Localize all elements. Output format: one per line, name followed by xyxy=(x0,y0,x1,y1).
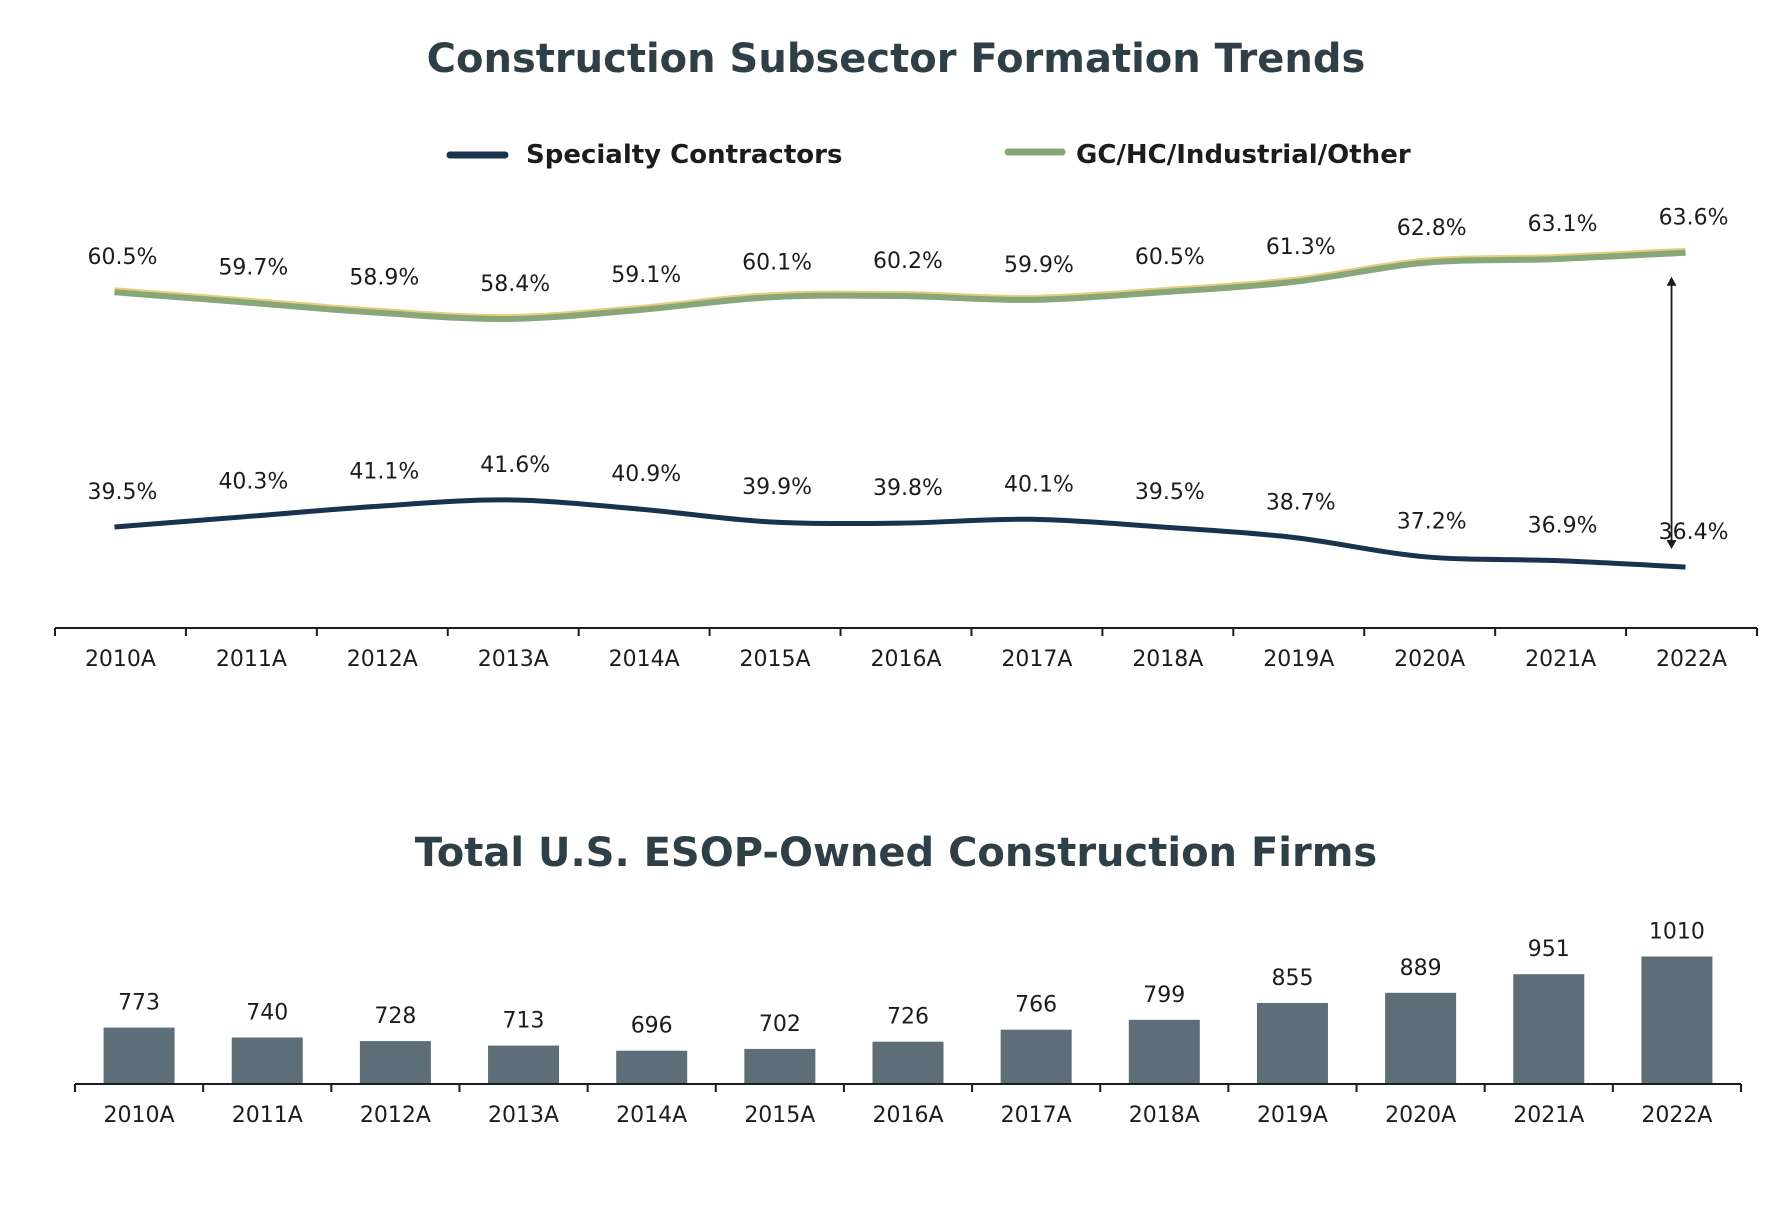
line-chart-x-tick-label: 2021A xyxy=(1525,647,1596,672)
line-chart-x-tick-label: 2018A xyxy=(1132,647,1203,672)
line-chart-x-tick-label: 2013A xyxy=(478,647,549,672)
bar-chart-title: Total U.S. ESOP-Owned Construction Firms xyxy=(415,830,1377,876)
data-label-specialty-contractors: 39.5% xyxy=(1135,480,1205,505)
bar-2013A xyxy=(488,1045,560,1084)
line-chart-x-tick-label: 2020A xyxy=(1394,647,1465,672)
bar-2019A xyxy=(1256,1003,1328,1084)
bar-chart-x-tick-label: 2018A xyxy=(1129,1103,1200,1128)
bar-chart-x-tick-label: 2012A xyxy=(360,1103,431,1128)
data-label-specialty-contractors: 40.9% xyxy=(611,462,681,487)
bar-data-label: 728 xyxy=(374,1004,416,1029)
data-label-gc-hc-industrial-other: 60.2% xyxy=(873,249,943,274)
data-label-gc-hc-industrial-other: 63.6% xyxy=(1659,206,1729,231)
bar-2018A xyxy=(1128,1019,1200,1084)
bar-2021A xyxy=(1513,974,1585,1084)
line-chart-plot: 2010A 2011A 2012A 2013A 2014A 2015A 2016A 2017A… xyxy=(54,206,1758,672)
bar-2011A xyxy=(231,1037,303,1084)
bar-2012A xyxy=(359,1041,431,1084)
bar-2010A xyxy=(103,1027,175,1084)
data-label-gc-hc-industrial-other: 58.9% xyxy=(349,266,419,291)
data-label-gc-hc-industrial-other: 59.9% xyxy=(1004,253,1074,278)
gap-arrow-annotation xyxy=(1666,276,1677,549)
bar-2020A xyxy=(1385,992,1457,1084)
data-label-specialty-contractors: 40.1% xyxy=(1004,472,1074,497)
bar-chart-plot: 773 740 728 713 696 702 726 766 799 855 889 951 1010… xyxy=(74,920,1742,1128)
bar-chart-x-tick-label: 2016A xyxy=(872,1103,943,1128)
bar-2016A xyxy=(872,1041,944,1084)
bar-2022A xyxy=(1641,956,1713,1084)
data-label-gc-hc-industrial-other: 60.5% xyxy=(1135,245,1205,270)
bar-data-label: 1010 xyxy=(1649,920,1705,945)
bar-data-label: 889 xyxy=(1400,956,1442,981)
data-label-gc-hc-industrial-other: 61.3% xyxy=(1266,235,1336,260)
bar-chart-x-tick-label: 2020A xyxy=(1385,1103,1456,1128)
bar-data-label: 799 xyxy=(1143,983,1185,1008)
data-label-gc-hc-industrial-other: 63.1% xyxy=(1528,212,1598,237)
data-label-specialty-contractors: 36.9% xyxy=(1528,514,1598,539)
bar-data-label: 740 xyxy=(246,1001,288,1026)
line-chart-x-tick-label: 2010A xyxy=(85,647,156,672)
data-label-gc-hc-industrial-other: 59.7% xyxy=(218,255,288,280)
line-chart-title: Construction Subsector Formation Trends xyxy=(427,36,1366,82)
line-chart-x-tick-label: 2022A xyxy=(1656,647,1727,672)
data-label-gc-hc-industrial-other: 59.1% xyxy=(611,263,681,288)
line-chart-x-tick-label: 2019A xyxy=(1263,647,1334,672)
bar-2017A xyxy=(1000,1029,1072,1084)
data-label-gc-hc-industrial-other: 58.4% xyxy=(480,272,550,297)
bar-data-label: 951 xyxy=(1528,937,1570,962)
bar-2015A xyxy=(744,1048,816,1084)
bar-chart-x-tick-label: 2013A xyxy=(488,1103,559,1128)
data-label-specialty-contractors: 39.9% xyxy=(742,475,812,500)
data-label-specialty-contractors: 41.6% xyxy=(480,453,550,478)
data-label-gc-hc-industrial-other: 60.1% xyxy=(742,250,812,275)
bar-chart-x-tick-label: 2022A xyxy=(1641,1103,1712,1128)
series-line-gc-hc-industrial-other xyxy=(114,249,1686,323)
bar-data-label: 726 xyxy=(887,1005,929,1030)
bar-data-label: 855 xyxy=(1271,966,1313,991)
line-chart-legend: Specialty Contractors GC/HC/Industrial/O… xyxy=(446,140,1411,170)
legend-label-specialty-contractors: Specialty Contractors xyxy=(526,140,842,170)
bar-chart-x-tick-label: 2017A xyxy=(1001,1103,1072,1128)
line-chart-x-tick-label: 2011A xyxy=(216,647,287,672)
data-label-specialty-contractors: 39.8% xyxy=(873,476,943,501)
bar-data-label: 766 xyxy=(1015,993,1057,1018)
line-chart-x-tick-label: 2016A xyxy=(870,647,941,672)
bar-chart-x-tick-label: 2019A xyxy=(1257,1103,1328,1128)
data-label-specialty-contractors: 40.3% xyxy=(218,470,288,495)
data-label-gc-hc-industrial-other: 62.8% xyxy=(1397,216,1467,241)
line-chart-x-tick-label: 2012A xyxy=(347,647,418,672)
line-chart-x-tick-label: 2015A xyxy=(740,647,811,672)
legend-label-gc-hc-industrial-other: GC/HC/Industrial/Other xyxy=(1076,140,1411,170)
bar-chart-x-tick-label: 2014A xyxy=(616,1103,687,1128)
bar-2014A xyxy=(616,1050,688,1084)
data-label-specialty-contractors: 41.1% xyxy=(349,459,419,484)
data-label-specialty-contractors: 37.2% xyxy=(1397,510,1467,535)
line-chart-x-tick-label: 2017A xyxy=(1001,647,1072,672)
data-label-specialty-contractors: 39.5% xyxy=(88,480,158,505)
bar-data-label: 773 xyxy=(118,991,160,1016)
bar-chart-x-tick-label: 2021A xyxy=(1513,1103,1584,1128)
bar-chart-x-tick-label: 2015A xyxy=(744,1103,815,1128)
line-chart-x-tick-label: 2014A xyxy=(609,647,680,672)
bar-data-label: 713 xyxy=(503,1009,545,1034)
bar-data-label: 702 xyxy=(759,1012,801,1037)
data-label-gc-hc-industrial-other: 60.5% xyxy=(88,245,158,270)
series-line-specialty-contractors xyxy=(114,497,1686,570)
bar-chart-x-tick-label: 2010A xyxy=(104,1103,175,1128)
bar-data-label: 696 xyxy=(631,1014,673,1039)
data-label-specialty-contractors: 38.7% xyxy=(1266,490,1336,515)
bar-chart-x-tick-label: 2011A xyxy=(232,1103,303,1128)
